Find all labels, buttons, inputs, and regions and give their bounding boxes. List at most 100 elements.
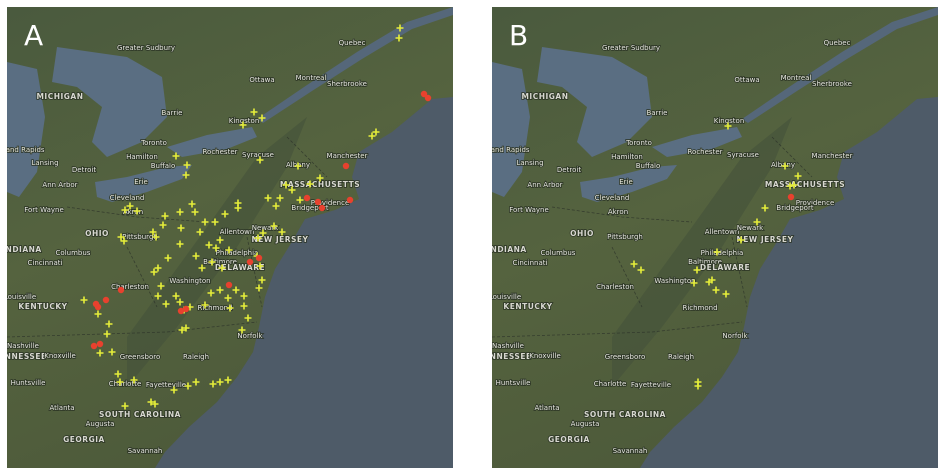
red-marker (90, 342, 98, 350)
yellow-marker (212, 244, 220, 252)
map-label: Lansing (31, 159, 58, 167)
yellow-marker (176, 240, 184, 248)
map-label: OHIO (85, 229, 109, 238)
red-marker (318, 204, 326, 212)
yellow-marker (296, 196, 304, 204)
red-marker (787, 193, 795, 201)
yellow-marker (172, 152, 180, 160)
map-label: Pittsburgh (122, 233, 158, 241)
yellow-marker (737, 236, 745, 244)
yellow-marker (282, 181, 290, 189)
map-label: Detroit (557, 166, 581, 174)
yellow-marker (276, 194, 284, 202)
yellow-marker (159, 221, 167, 229)
map-label: Augusta (86, 420, 115, 428)
map-label: GEORGIA (63, 435, 105, 444)
map-label: Raleigh (668, 353, 694, 361)
map-label: Columbus (541, 249, 576, 257)
map-label: Allentown (220, 228, 255, 236)
yellow-marker (96, 349, 104, 357)
red-marker (420, 90, 428, 98)
yellow-marker (690, 279, 698, 287)
map-label: Syracuse (727, 151, 759, 159)
yellow-marker (234, 204, 242, 212)
red-marker (246, 258, 254, 266)
map-label: DELAWARE (700, 263, 750, 272)
red-marker (94, 303, 102, 311)
map-label: Philadelphia (216, 249, 259, 257)
yellow-marker (794, 172, 802, 180)
yellow-marker (258, 114, 266, 122)
map-panel: Greater Sudbury Ottawa Montreal Quebec Sherb… (4, 7, 453, 468)
yellow-marker (713, 248, 721, 256)
map-label: Richmond (682, 304, 717, 312)
yellow-marker (147, 398, 155, 406)
map-label: Akron (123, 208, 143, 216)
yellow-marker (192, 252, 200, 260)
yellow-marker (211, 218, 219, 226)
yellow-marker (150, 268, 158, 276)
map-label: Pittsburgh (607, 233, 643, 241)
map-label: MICHIGAN (36, 92, 83, 101)
borders (492, 136, 813, 338)
red-marker (255, 254, 263, 262)
yellow-marker (781, 162, 789, 170)
map-label: NEW JERSEY (252, 235, 309, 244)
map-label: Albany (771, 161, 795, 169)
map-label: Greater Sudbury (117, 44, 175, 52)
yellow-marker (693, 266, 701, 274)
yellow-marker (198, 264, 206, 272)
st-lawrence (257, 7, 453, 123)
yellow-marker (258, 276, 266, 284)
map-label: Norfolk (237, 332, 263, 340)
map-label: Baltimore (688, 258, 722, 266)
map-label: Sherbrooke (327, 80, 367, 88)
map-label: TENNESSEE (478, 352, 531, 361)
yellow-marker (154, 264, 162, 272)
map-label: Louisville (489, 293, 521, 301)
yellow-marker (306, 180, 314, 188)
yellow-marker (225, 246, 233, 254)
lake-huron (537, 47, 652, 157)
yellow-marker (722, 290, 730, 298)
yellow-marker (133, 207, 141, 215)
yellow-marker (224, 294, 232, 302)
map-label: Richmond (197, 304, 232, 312)
yellow-marker (103, 330, 111, 338)
map-label: Nashville (492, 342, 524, 350)
yellow-marker (182, 171, 190, 179)
map-label: MICHIGAN (521, 92, 568, 101)
yellow-marker (272, 202, 280, 210)
map-label: Montreal (781, 74, 812, 82)
yellow-marker (205, 241, 213, 249)
map-label: Ottawa (249, 76, 274, 84)
yellow-marker (182, 324, 190, 332)
map-label: Barrie (162, 109, 183, 117)
yellow-marker (183, 161, 191, 169)
map-label: Huntsville (11, 379, 46, 387)
yellow-marker (226, 304, 234, 312)
yellow-marker (201, 301, 209, 309)
map-label: Kingston (229, 117, 260, 125)
map-label: Montreal (296, 74, 327, 82)
yellow-marker (94, 310, 102, 318)
map-label: Charlotte (594, 380, 627, 388)
map-label: Louisville (4, 293, 36, 301)
red-marker (117, 286, 125, 294)
map-label: Savannah (128, 447, 163, 455)
map-label: Quebec (339, 39, 366, 47)
yellow-marker (151, 400, 159, 408)
yellow-marker (178, 326, 186, 334)
yellow-marker (184, 382, 192, 390)
yellow-marker (216, 236, 224, 244)
yellow-marker (786, 182, 794, 190)
map-label: Providence (796, 199, 835, 207)
yellow-marker (264, 194, 272, 202)
yellow-marker (250, 108, 258, 116)
map-label: SOUTH CAROLINA (99, 410, 181, 419)
yellow-marker (254, 234, 262, 242)
yellow-marker (108, 348, 116, 356)
yellow-marker (270, 222, 278, 230)
red-marker (303, 194, 311, 202)
map-label: Erie (619, 178, 633, 186)
